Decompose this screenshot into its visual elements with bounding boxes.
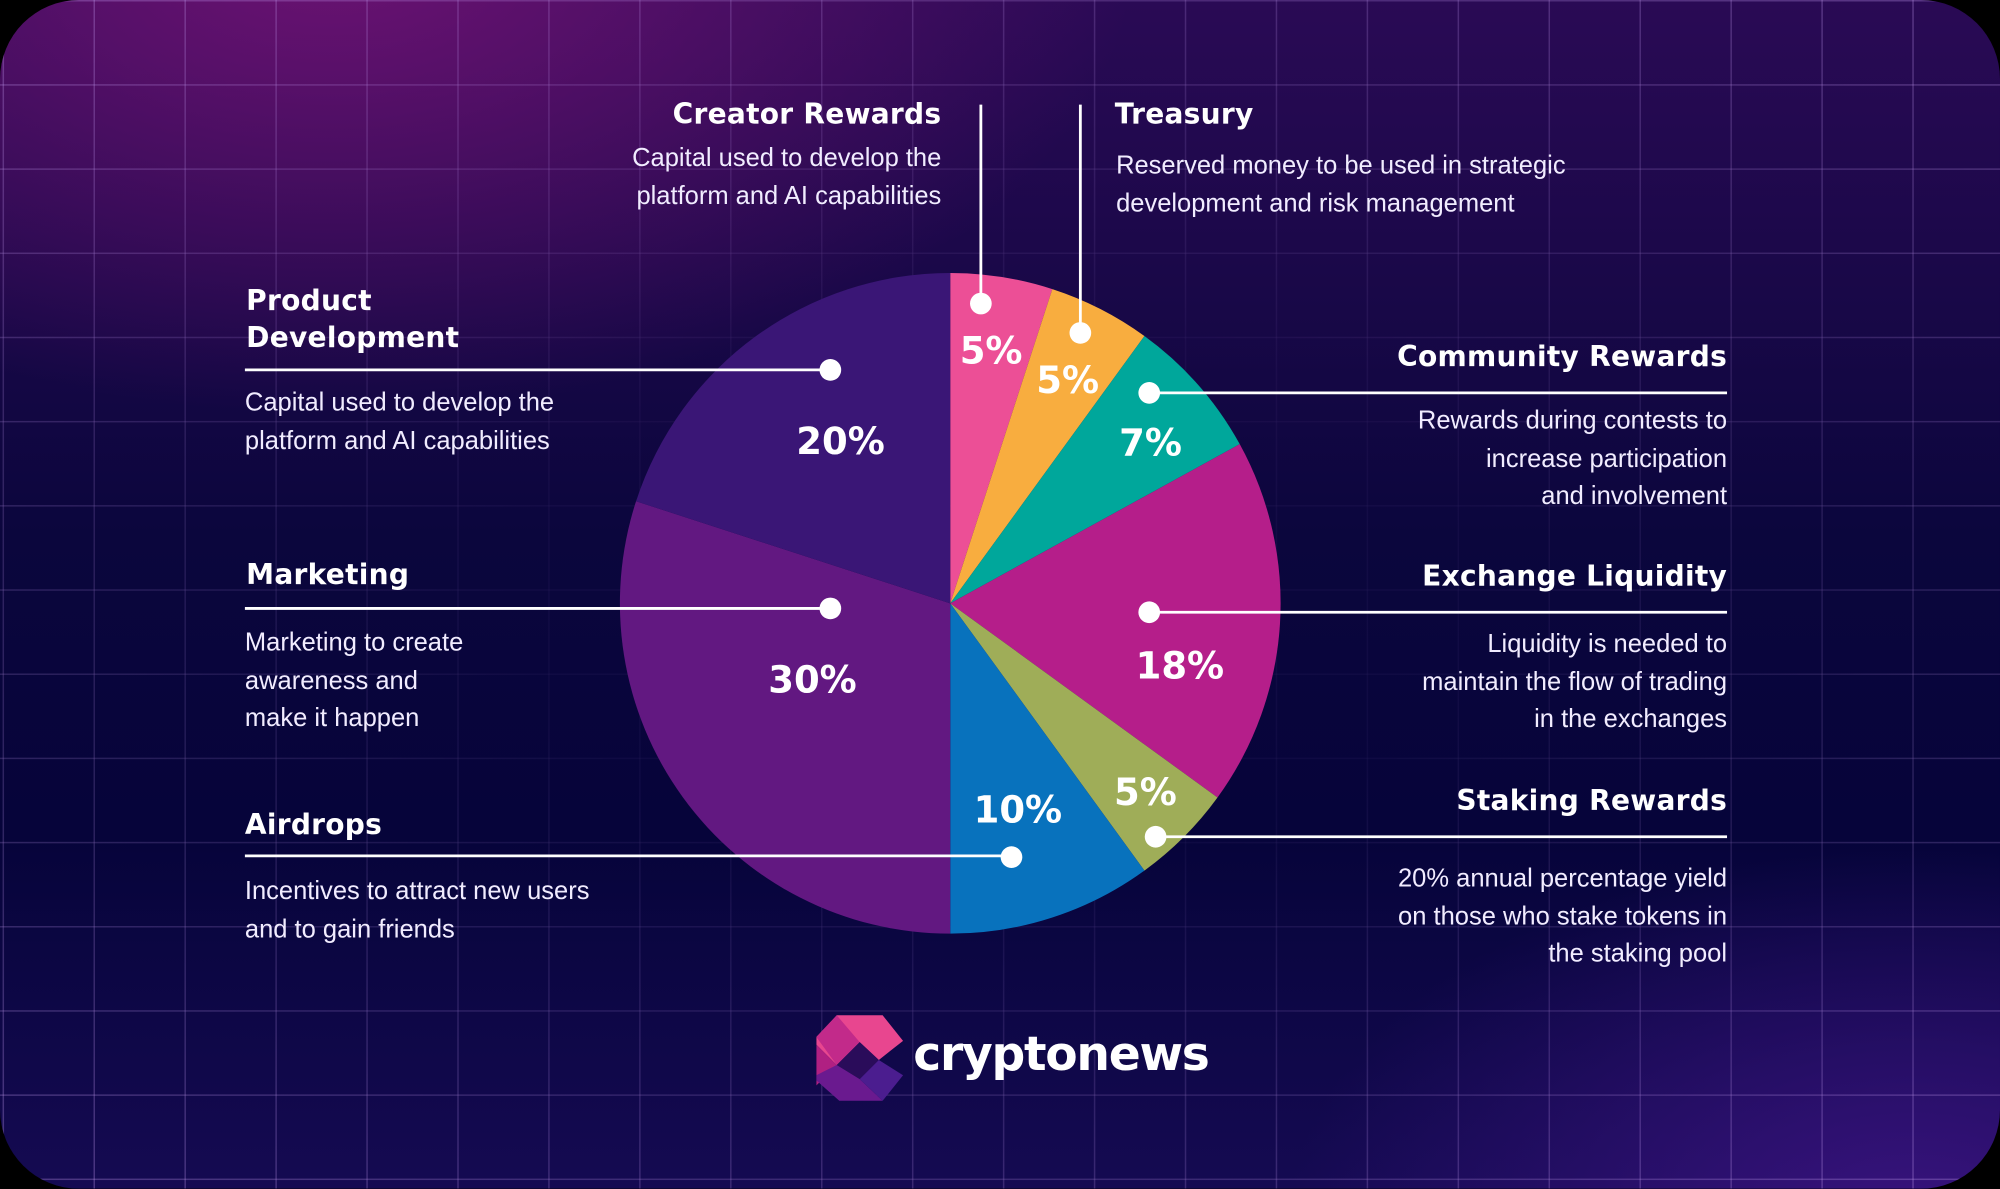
product-development-description: Capital used to develop the platform and…: [245, 385, 653, 460]
desc-line: platform and AI capabilities: [636, 181, 942, 210]
desc-line: maintain the flow of trading: [1422, 667, 1728, 696]
title-line: Development: [246, 322, 460, 355]
pct-airdrops: 10%: [974, 789, 1063, 832]
airdrops-title: Airdrops: [244, 809, 383, 842]
pie-slice-treasury: [950, 289, 1145, 604]
treasury-title: Treasury: [1114, 99, 1254, 132]
pie-slice-exchange-liquidity: [950, 444, 1281, 798]
airdrops-description: Incentives to attract new users and to g…: [245, 874, 679, 949]
desc-line: Liquidity is needed to: [1487, 630, 1728, 659]
desc-line: Incentives to attract new users: [244, 877, 590, 906]
pie-slice-airdrops: [950, 603, 1145, 934]
desc-line: Reserved money to be used in strategic: [1116, 151, 1566, 180]
desc-line: Marketing to create: [244, 628, 464, 657]
pie-slices: [619, 272, 1281, 934]
creator-rewards-description: Capital used to develop the platform and…: [510, 140, 941, 215]
dot-airdrops: [1000, 846, 1023, 868]
dot-creator: [970, 292, 992, 315]
exchange-liquidity-description: Liquidity is needed to maintain the flow…: [1276, 626, 1728, 739]
pct-exchange: 18%: [1136, 645, 1225, 688]
treasury-description: Reserved money to be used in strategic d…: [1116, 148, 1652, 223]
slice-percent-labels: 5% 5% 7% 18% 5% 10% 30% 20%: [768, 330, 1224, 832]
staking-rewards-description: 20% annual percentage yield on those who…: [1276, 861, 1728, 974]
pie-slice-creator-rewards: [950, 272, 1053, 604]
desc-line: Capital used to develop the: [244, 389, 555, 418]
product-development-title: Product Development: [246, 283, 459, 357]
exchange-liquidity-title: Exchange Liquidity: [1422, 561, 1728, 594]
desc-line: in the exchanges: [1534, 705, 1728, 734]
community-rewards-title: Community Rewards: [1397, 341, 1728, 374]
desc-line: 20% annual percentage yield: [1397, 864, 1728, 893]
dot-staking: [1144, 825, 1167, 848]
dot-treasury: [1069, 322, 1092, 344]
marketing-description: Marketing to create awareness and make i…: [245, 625, 628, 738]
desc-line: Capital used to develop the: [632, 144, 942, 173]
connector-lines: [244, 104, 1728, 858]
pie-slice-staking-rewards: [950, 603, 1218, 871]
brand-wordmark: cryptonews: [913, 1026, 1210, 1082]
title-line: Product: [246, 285, 372, 318]
marketing-title: Marketing: [246, 559, 410, 592]
desc-line: awareness and: [244, 666, 418, 695]
desc-line: on those who stake tokens in: [1398, 902, 1728, 931]
desc-line: increase participation: [1485, 444, 1728, 473]
pie-slice-community-rewards: [950, 336, 1240, 604]
creator-rewards-title: Creator Rewards: [672, 99, 942, 132]
community-rewards-description: Rewards during contests to increase part…: [1276, 403, 1728, 516]
pct-marketing: 30%: [768, 659, 857, 702]
desc-line: the staking pool: [1548, 940, 1728, 969]
desc-line: Rewards during contests to: [1417, 406, 1728, 435]
desc-line: and involvement: [1541, 482, 1728, 511]
staking-rewards-title: Staking Rewards: [1456, 785, 1728, 818]
pct-treasury: 5%: [1036, 359, 1099, 402]
desc-line: development and risk management: [1116, 189, 1515, 218]
desc-line: platform and AI capabilities: [244, 426, 550, 455]
connector-dots: [819, 292, 1167, 868]
dot-community: [1138, 382, 1161, 404]
dot-exchange: [1138, 601, 1161, 624]
dot-marketing: [819, 597, 842, 620]
pct-creator: 5%: [960, 330, 1023, 373]
desc-line: and to gain friends: [244, 915, 455, 944]
dot-product: [819, 359, 842, 381]
pct-product: 20%: [796, 420, 885, 463]
pct-staking: 5%: [1114, 771, 1177, 814]
cryptonews-logo-icon: [816, 1015, 904, 1101]
pie-slice-product-development: [636, 272, 951, 604]
desc-line: make it happen: [244, 704, 420, 733]
pct-community: 7%: [1119, 421, 1182, 464]
